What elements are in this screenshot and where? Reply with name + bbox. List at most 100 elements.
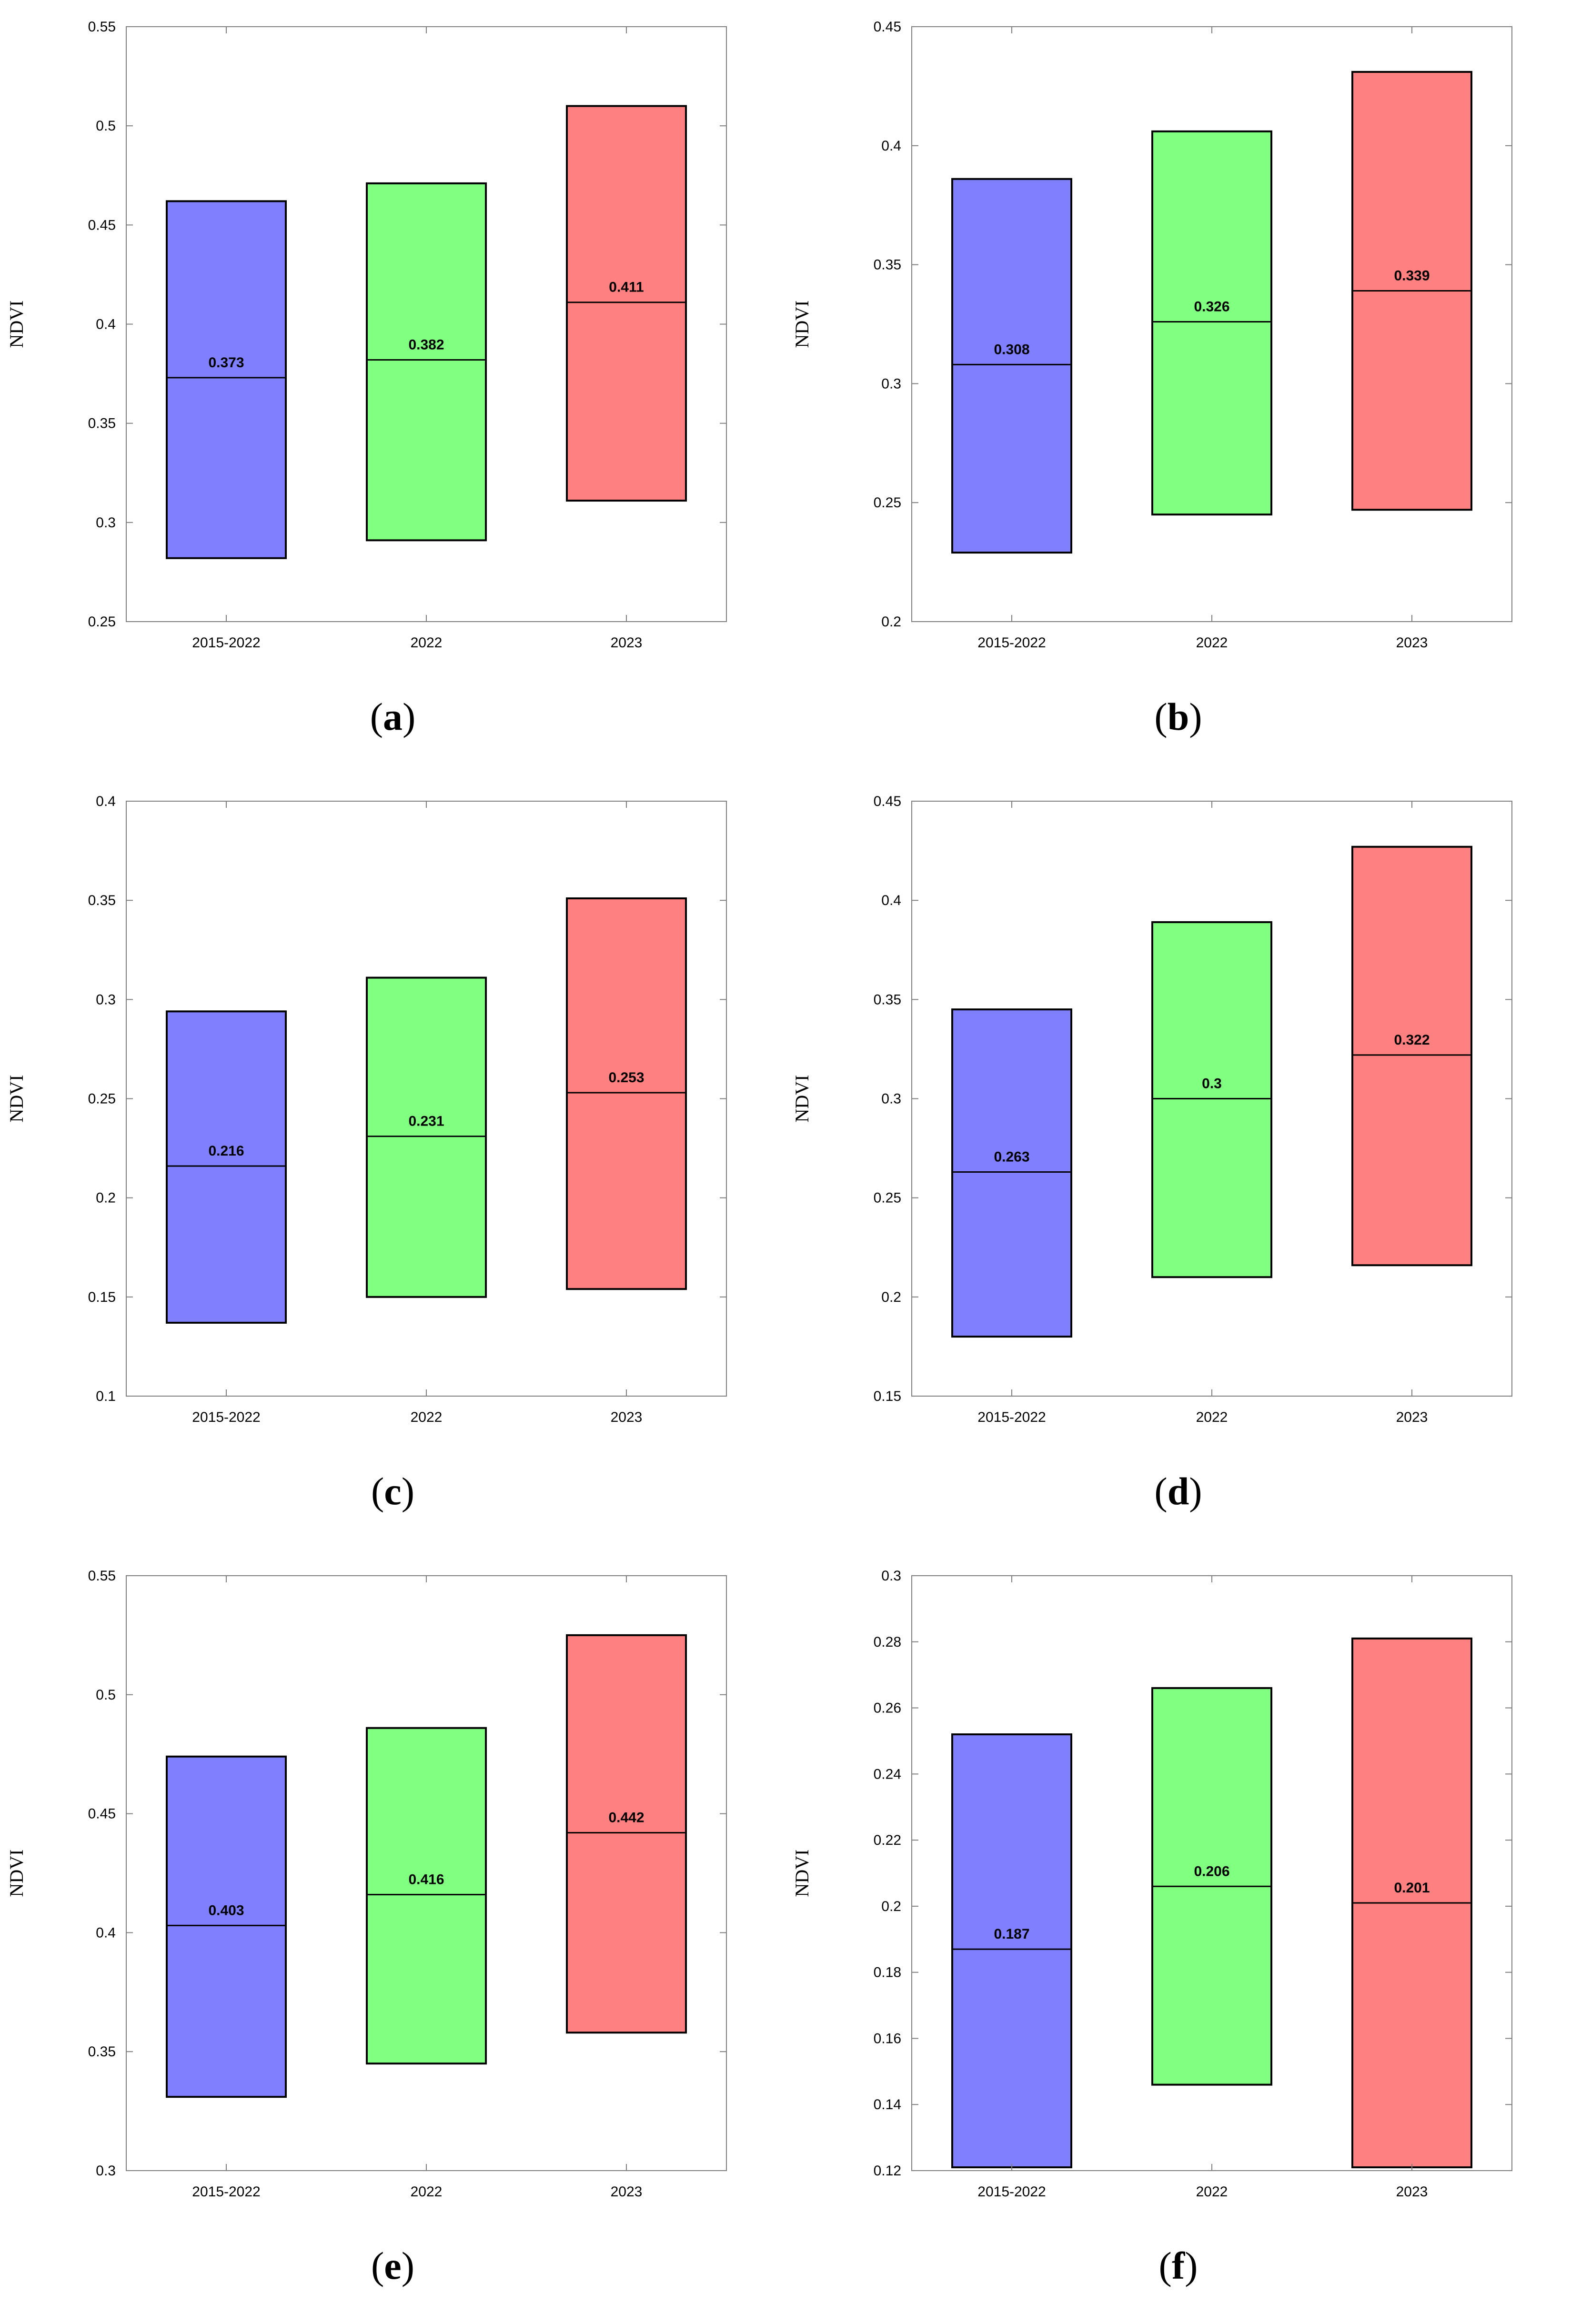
y-tick-label: 0.55: [88, 1568, 116, 1584]
chart-a-plot: 0.25 0.3 0.35 0.4 0.45 0.5 0.55 NDVI 0.373 2015-2…: [6, 19, 727, 651]
y-tick-label: 0.35: [88, 2044, 116, 2060]
x-tick-label: 2015-2022: [192, 1409, 260, 1425]
box-2023: [566, 897, 687, 1290]
median-label: 0.411: [609, 280, 644, 295]
y-tick-label: 0.45: [874, 794, 901, 809]
y-tick-label: 0.16: [874, 2031, 901, 2046]
x-tick-label: 2015-2022: [977, 635, 1046, 651]
y-tick-label: 0.26: [874, 1700, 901, 1716]
caption-d-letter: d: [1167, 1469, 1189, 1513]
y-tick-label: 0.22: [874, 1832, 901, 1848]
chart-b-plot: 0.2 0.25 0.3 0.35 0.4 0.45 NDVI 0.308 2015-2022 0…: [791, 19, 1512, 651]
chart-panel-b: 0.2 0.25 0.3 0.35 0.4 0.45 NDVI 0.308 2015-2022 0…: [786, 0, 1571, 775]
y-tick-label: 0.2: [881, 1899, 901, 1914]
median-label: 0.3: [1202, 1076, 1222, 1092]
y-tick-label: 0.25: [88, 614, 116, 630]
x-tick-label: 2022: [411, 2184, 443, 2200]
y-tick-label: 0.3: [881, 1091, 901, 1107]
chart-panel-c: 0.1 0.15 0.2 0.25 0.3 0.35 0.4 NDVI 0.216 2015-20…: [0, 775, 786, 1549]
y-axis-label: NDVI: [791, 1075, 813, 1123]
median-label: 0.263: [994, 1149, 1029, 1165]
box-2023: [566, 105, 687, 502]
chart-e-plot: 0.3 0.35 0.4 0.45 0.5 0.55 NDVI 0.403 2015-2022 0…: [6, 1568, 727, 2200]
median-label: 0.403: [208, 1902, 244, 1918]
chart-c-plot: 0.1 0.15 0.2 0.25 0.3 0.35 0.4 NDVI 0.216 2015-20…: [6, 794, 727, 1425]
y-tick-label: 0.28: [874, 1634, 901, 1650]
y-tick-label: 0.35: [88, 416, 116, 432]
caption-a: (a): [370, 695, 416, 738]
median-label: 0.187: [994, 1926, 1029, 1942]
median-label: 0.216: [208, 1143, 244, 1159]
median-label: 0.231: [408, 1114, 444, 1129]
y-tick-label: 0.12: [874, 2163, 901, 2179]
median-label: 0.442: [608, 1810, 644, 1826]
y-tick-label: 0.15: [88, 1289, 116, 1305]
caption-e-letter: e: [384, 2244, 402, 2287]
y-tick-label: 0.3: [96, 2163, 116, 2179]
y-tick-label: 0.35: [874, 257, 901, 273]
box-2023: [566, 1634, 687, 2034]
y-tick-label: 0.3: [96, 992, 116, 1007]
y-tick-label: 0.2: [881, 1289, 901, 1305]
x-tick-label: 2022: [1196, 1409, 1228, 1425]
box-2022: [1151, 130, 1272, 516]
median-label: 0.253: [608, 1070, 644, 1086]
y-tick-label: 0.4: [96, 794, 116, 809]
median-label: 0.373: [208, 355, 244, 371]
median-label: 0.382: [408, 337, 444, 352]
x-tick-label: 2023: [1396, 2184, 1428, 2200]
y-tick-label: 0.24: [874, 1766, 901, 1782]
y-tick-label: 0.4: [96, 317, 116, 332]
box-2015-2022: [166, 1755, 287, 2098]
x-tick-label: 2015-2022: [192, 2184, 260, 2200]
y-tick-label: 0.2: [881, 614, 901, 630]
box-2015-2022: [951, 178, 1072, 554]
chart-panel-a: 0.25 0.3 0.35 0.4 0.45 0.5 0.55 NDVI 0.373 2015-2…: [0, 0, 786, 775]
y-tick-label: 0.4: [96, 1925, 116, 1941]
y-tick-label: 0.14: [874, 2097, 901, 2113]
caption-d: (d): [1154, 1469, 1202, 1513]
median-label: 0.201: [1394, 1880, 1430, 1896]
y-tick-label: 0.5: [96, 118, 116, 134]
median-label: 0.339: [1394, 268, 1430, 284]
y-tick-label: 0.4: [881, 893, 901, 908]
y-tick-label: 0.5: [96, 1687, 116, 1703]
y-tick-label: 0.45: [874, 19, 901, 35]
caption-e: (e): [371, 2244, 415, 2287]
caption-c: (c): [371, 1469, 415, 1513]
median-label: 0.206: [1194, 1863, 1229, 1879]
box-2015-2022: [951, 1733, 1072, 2169]
box-2022: [1151, 921, 1272, 1278]
y-axis-label: NDVI: [6, 301, 27, 348]
y-tick-label: 0.3: [881, 376, 901, 392]
caption-b-letter: b: [1167, 695, 1189, 738]
x-tick-label: 2022: [1196, 635, 1228, 651]
x-tick-label: 2023: [611, 2184, 643, 2200]
x-tick-label: 2023: [611, 635, 643, 651]
box-2015-2022: [166, 1010, 287, 1324]
x-tick-label: 2015-2022: [977, 1409, 1046, 1425]
caption-f: (f): [1158, 2244, 1198, 2287]
box-2022: [366, 976, 487, 1298]
y-tick-label: 0.3: [96, 515, 116, 531]
y-tick-label: 0.45: [88, 1806, 116, 1822]
box-2015-2022: [166, 200, 287, 559]
median-label: 0.308: [994, 342, 1029, 357]
y-axis-label: NDVI: [6, 1850, 27, 1897]
y-axis-label: NDVI: [6, 1075, 27, 1123]
y-tick-label: 0.45: [88, 217, 116, 233]
box-2022: [366, 182, 487, 542]
caption-f-letter: f: [1171, 2244, 1185, 2287]
caption-a-letter: a: [383, 695, 403, 738]
caption-c-letter: c: [384, 1469, 402, 1513]
median-label: 0.326: [1194, 299, 1229, 315]
x-tick-label: 2022: [411, 1409, 443, 1425]
median-label: 0.416: [408, 1871, 444, 1887]
x-tick-label: 2022: [411, 635, 443, 651]
y-tick-label: 0.3: [881, 1568, 901, 1584]
x-tick-label: 2015-2022: [192, 635, 260, 651]
y-tick-label: 0.2: [96, 1190, 116, 1206]
y-tick-label: 0.55: [88, 19, 116, 35]
chart-f-plot: 0.12 0.14 0.16 0.18 0.2 0.22 0.24 0.26 0.28 0.3 ND…: [791, 1568, 1512, 2200]
x-tick-label: 2023: [1396, 1409, 1428, 1425]
